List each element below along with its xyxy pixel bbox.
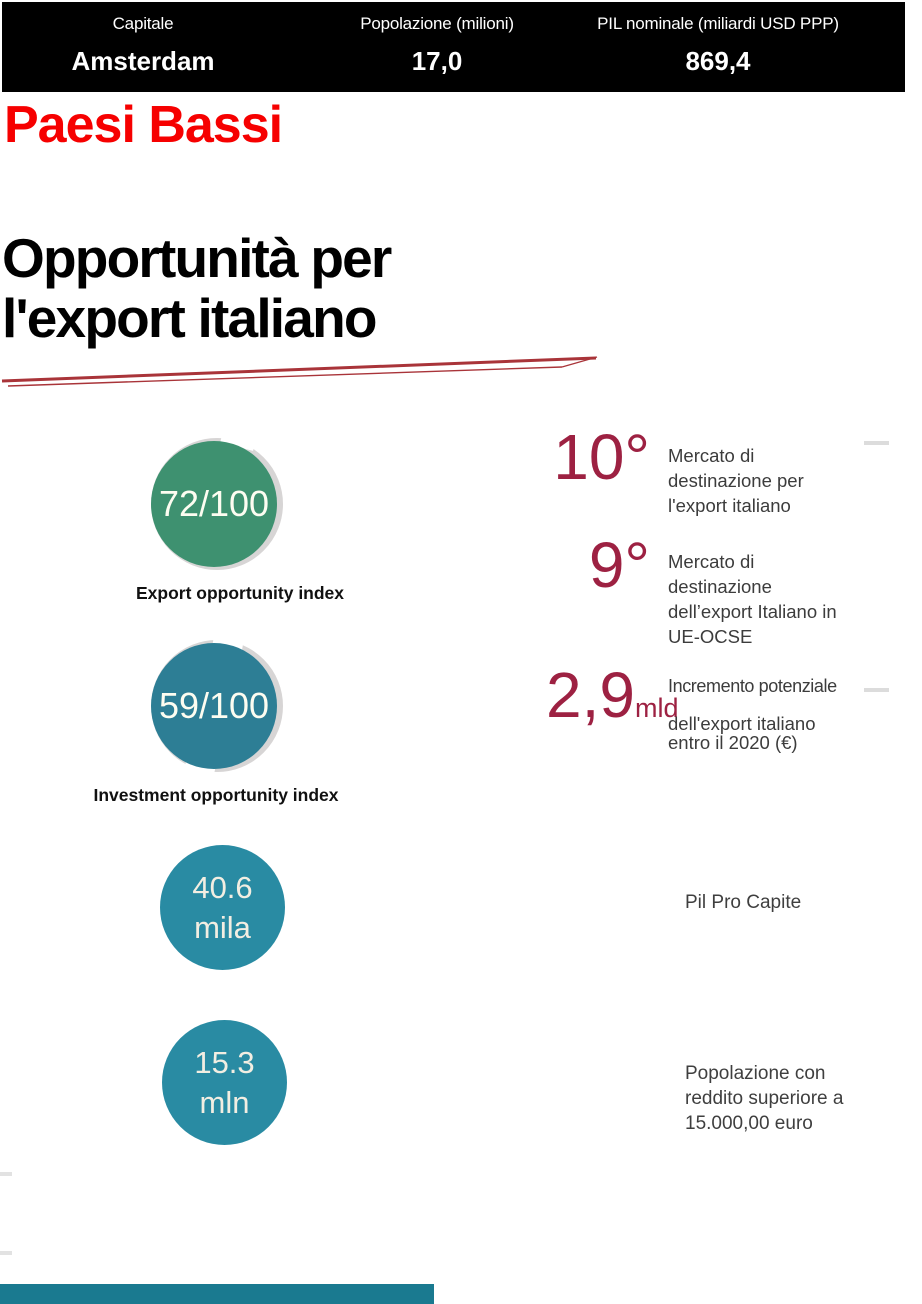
footer-accent-bar	[0, 1284, 434, 1304]
title-underline-stroke	[1, 356, 598, 387]
gdp-label: PIL nominale (miliardi USD PPP)	[597, 14, 839, 33]
top-stats-bar: Capitale Amsterdam Popolazione (milioni)…	[2, 2, 905, 92]
export-increase-figure: 2,9mld	[546, 662, 678, 746]
page-title-line1: Opportunità per	[2, 227, 392, 289]
capital-label: Capitale	[112, 14, 174, 33]
label-line: reddito superiore a	[685, 1088, 844, 1109]
population-income-bubble: 15.3 mln	[162, 1020, 287, 1145]
population-label: Popolazione (milioni)	[360, 14, 514, 33]
export-increase-description-line1: Incremento potenziale	[668, 676, 837, 696]
export-opportunity-value: 72/100	[151, 441, 277, 567]
population-income-unit: mln	[199, 1084, 250, 1120]
desc-line: Mercato di	[668, 445, 755, 466]
investment-opportunity-label: Investment opportunity index	[93, 785, 339, 805]
export-increase-number: 2,9	[546, 659, 635, 731]
gdp-value: 869,4	[685, 46, 751, 76]
gdp-per-capita-unit: mila	[194, 909, 251, 945]
export-opportunity-gauge: 72/100	[151, 431, 283, 570]
population-income-label: Popolazione con reddito superiore a 15.0…	[685, 1061, 875, 1136]
rank-export-figure: 10°	[553, 421, 650, 493]
population-income-value: 15.3	[194, 1044, 255, 1080]
label-line: 15.000,00 euro	[685, 1113, 813, 1134]
desc-line: UE-OCSE	[668, 626, 753, 647]
desc-line: entro il 2020 (€)	[668, 732, 798, 753]
gdp-per-capita-label: Pil Pro Capite	[685, 892, 802, 913]
desc-line: destinazione	[668, 576, 772, 597]
desc-line: destinazione per	[668, 470, 804, 491]
side-tick-mark	[864, 441, 889, 445]
gdp-per-capita-value: 40.6	[192, 869, 253, 905]
investment-opportunity-gauge: 59/100	[151, 634, 283, 777]
export-opportunity-label: Export opportunity index	[135, 583, 345, 603]
desc-line: Mercato di	[668, 551, 755, 572]
desc-line: l'export italiano	[668, 495, 791, 516]
page-title-line2: l'export italiano	[2, 287, 377, 349]
export-increase-unit: mld	[634, 693, 679, 723]
desc-line: dell'export italiano	[668, 713, 816, 734]
export-increase-description: dell'export italiano entro il 2020 (€)	[668, 714, 878, 752]
desc-line: dell’export Italiano in	[668, 601, 837, 622]
population-value: 17,0	[411, 46, 463, 76]
capital-value: Amsterdam	[71, 46, 215, 76]
side-tick-mark	[864, 688, 889, 692]
investment-opportunity-value: 59/100	[151, 643, 277, 769]
label-line: Popolazione con	[685, 1063, 826, 1084]
rank-export-description: Mercato di destinazione per l'export ita…	[668, 443, 868, 518]
country-title: Paesi Bassi	[4, 96, 283, 154]
side-tick-mark	[0, 1172, 12, 1176]
gdp-per-capita-bubble: 40.6 mila	[160, 845, 285, 970]
page-title: Opportunità per l'export italiano	[2, 227, 392, 349]
rank-export-ue-ocse-figure: 9°	[588, 529, 650, 601]
side-tick-mark	[0, 1251, 12, 1255]
rank-export-ue-ocse-description: Mercato di destinazione dell’export Ital…	[668, 549, 878, 649]
